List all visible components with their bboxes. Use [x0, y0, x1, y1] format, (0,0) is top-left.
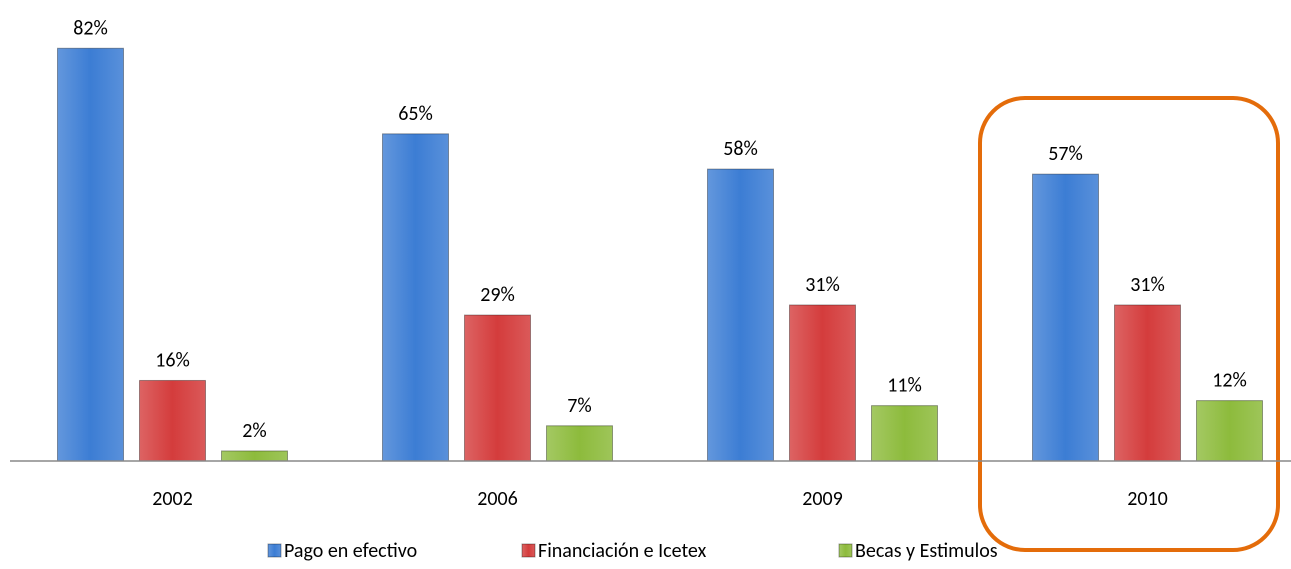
x-tick-label: 2010 — [1127, 487, 1168, 511]
value-label: 7% — [567, 394, 591, 418]
value-label: 16% — [155, 348, 190, 372]
value-label: 65% — [398, 102, 433, 126]
bar — [546, 425, 613, 462]
bar — [57, 47, 124, 462]
bar — [382, 133, 449, 462]
x-tick-label: 2009 — [802, 487, 843, 511]
value-label: 58% — [723, 137, 758, 161]
bar — [1032, 173, 1099, 462]
legend-label: Becas y Estimulos — [855, 539, 998, 563]
value-label: 31% — [805, 273, 840, 297]
value-label: 57% — [1048, 142, 1083, 166]
legend-swatch — [267, 543, 282, 558]
highlight-box — [978, 96, 1280, 552]
bar — [1196, 400, 1263, 462]
legend-swatch — [838, 543, 853, 558]
bar — [789, 304, 856, 462]
bar — [1114, 304, 1181, 462]
value-label: 2% — [242, 419, 266, 443]
bar — [221, 450, 288, 462]
value-label: 12% — [1212, 369, 1247, 393]
legend-label: Financiación e Icetex — [538, 539, 707, 563]
bar — [139, 379, 206, 462]
bar — [464, 314, 531, 462]
bar — [707, 168, 774, 462]
legend-swatch — [521, 543, 536, 558]
value-label: 82% — [73, 16, 108, 40]
x-tick-label: 2002 — [152, 487, 193, 511]
x-tick-label: 2006 — [477, 487, 518, 511]
bar — [871, 405, 938, 462]
value-label: 29% — [480, 283, 515, 307]
legend-label: Pago en efectivo — [284, 539, 417, 563]
value-label: 11% — [887, 374, 922, 398]
value-label: 31% — [1130, 273, 1165, 297]
